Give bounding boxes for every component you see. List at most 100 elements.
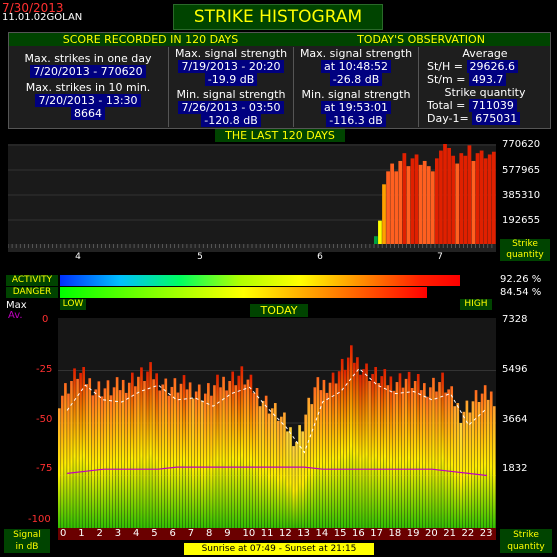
today-bar [213, 385, 216, 528]
today-rtick-1: 7328 [502, 314, 528, 325]
last120-chart [8, 144, 496, 262]
today-bar [316, 377, 320, 528]
month-label-7: 7 [437, 252, 443, 262]
today-bar [267, 413, 271, 528]
last120-title: THE LAST 120 DAYS [215, 129, 345, 142]
last120-bar [479, 150, 484, 244]
today-bar [356, 357, 359, 528]
today-bar [234, 385, 238, 528]
today-bar [82, 367, 85, 528]
today-bar [289, 427, 292, 528]
today-bar [161, 384, 165, 528]
today-max-signal-time: at 10:48:52 [321, 60, 391, 73]
month-label-6: 6 [317, 252, 323, 262]
time-location-label: 11.01.02GOLAN [2, 12, 83, 23]
today-bar [204, 393, 207, 528]
page-title: STRIKE HISTOGRAM [173, 4, 383, 30]
today-bar [70, 381, 73, 528]
today-bar [283, 412, 286, 528]
signal-db-tag: Signal in dB [4, 529, 50, 553]
today-bar [231, 371, 235, 528]
today-ytick-100: -100 [28, 514, 51, 525]
today-rtick-2: 5496 [502, 364, 528, 375]
today-bar [137, 376, 140, 528]
stm-label: St/m = [427, 73, 466, 86]
today-bar [261, 400, 265, 528]
last120-bar [374, 236, 378, 244]
today-bar [188, 382, 192, 528]
hour-label-0: 0 [60, 528, 67, 539]
last120-ytick-2: 577965 [502, 165, 541, 176]
today-bar [237, 375, 241, 528]
last120-bar [430, 171, 435, 244]
score-max-signal-label: Max. signal strength [174, 47, 288, 60]
today-rtick-3: 3664 [502, 414, 528, 425]
last120-bar [483, 158, 488, 244]
last120-bar [435, 158, 439, 244]
danger-bar-track [60, 287, 494, 298]
today-bar [346, 357, 350, 528]
today-bar [416, 374, 420, 528]
last120-bar [394, 171, 399, 244]
today-chart [58, 318, 496, 528]
max-strikes-day-value: 7/20/2013 - 770620 [30, 65, 146, 78]
today-bar [389, 376, 393, 528]
sth-value: 29626.6 [466, 60, 518, 73]
last120-bar [410, 158, 415, 244]
last120-bar [467, 145, 472, 244]
hour-label-2: 2 [96, 528, 103, 539]
today-bar [173, 378, 177, 528]
today-bar [429, 387, 432, 528]
today-bar [319, 390, 323, 528]
hour-label-10: 10 [242, 528, 256, 539]
hour-label-8: 8 [206, 528, 213, 539]
today-bar [374, 367, 377, 528]
score-min-signal-date: 7/26/2013 - 03:50 [178, 101, 284, 114]
score-min-signal-label: Min. signal strength [176, 88, 286, 101]
today-bar [127, 382, 131, 528]
avg-signal-line [67, 466, 487, 477]
today-bar [158, 390, 162, 528]
hour-label-7: 7 [187, 528, 195, 539]
today-bar [152, 379, 155, 528]
hour-label-14: 14 [315, 528, 329, 539]
today-bar [401, 387, 405, 528]
signal-tag-line2: in dB [15, 542, 39, 552]
last120-bar [386, 171, 390, 244]
av-legend: Av. [8, 310, 23, 321]
today-bar [489, 391, 493, 528]
signal-tag-line1: Signal [13, 530, 41, 540]
today-bar [106, 380, 110, 528]
today-bar [58, 408, 61, 528]
today-bar [471, 401, 475, 528]
today-bar [225, 390, 228, 528]
last120-ytick-4: 192655 [502, 215, 541, 226]
today-bar [423, 383, 426, 528]
low-label: LOW [60, 299, 86, 310]
danger-value: 84.54 % [500, 287, 542, 298]
hour-label-23: 23 [479, 528, 493, 539]
last120-bar [491, 151, 496, 244]
today-bar [386, 385, 390, 528]
hour-label-9: 9 [224, 528, 231, 539]
today-bar [246, 379, 250, 528]
last120-bar [459, 153, 464, 244]
today-bar [410, 388, 414, 528]
today-strike-tag-line2: quantity [507, 542, 545, 552]
day1-label: Day-1= [427, 112, 469, 125]
hour-label-17: 17 [370, 528, 383, 539]
today-bar [191, 398, 195, 528]
today-bar [419, 390, 423, 528]
today-bar [64, 383, 67, 528]
max-legend: Max [6, 300, 27, 311]
today-bar [322, 379, 326, 528]
today-bar [365, 363, 368, 528]
today-bar [380, 376, 384, 528]
last120-bar [455, 163, 460, 244]
today-bar [371, 374, 374, 528]
last120-bar [443, 144, 447, 244]
today-bar [131, 372, 134, 528]
today-bar [216, 374, 219, 528]
today-bar [270, 408, 274, 528]
high-label: HIGH [460, 299, 492, 310]
